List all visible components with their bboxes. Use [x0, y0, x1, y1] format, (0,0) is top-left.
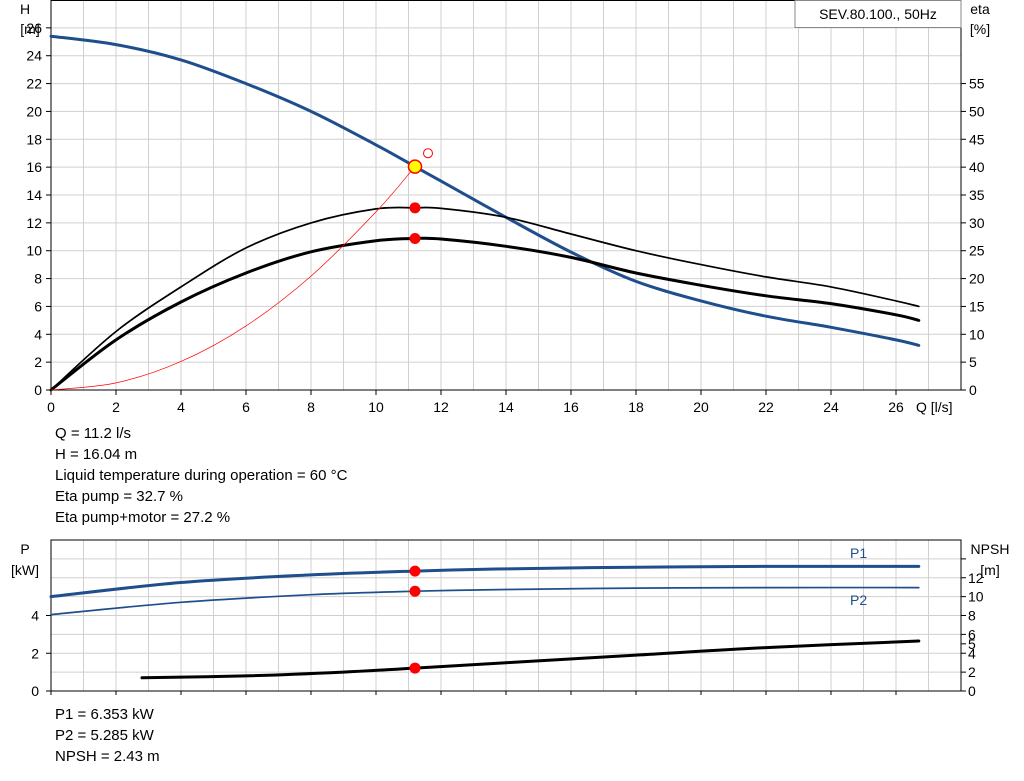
power-info: P1 = 6.353 kW P2 = 5.285 kW NPSH = 2.43 … — [55, 704, 160, 767]
p2-curve — [50, 586, 920, 616]
y-left-tick-label: 10 — [26, 243, 42, 259]
p-tick-label: 2 — [31, 645, 39, 661]
x-tick-label: 22 — [758, 399, 774, 415]
y-left-tick-label: 18 — [26, 131, 42, 147]
npsh-tick-label: 2 — [968, 664, 976, 680]
info-eta-pump: Eta pump = 32.7 % — [55, 488, 183, 505]
npsh-tick-label: 12 — [968, 570, 984, 586]
y-left-tick-label: 8 — [34, 271, 42, 287]
y-right-tick-label: 20 — [969, 271, 985, 287]
y-left-tick-label: 12 — [26, 215, 42, 231]
x-tick-label: 12 — [433, 399, 449, 415]
x-tick-label: 6 — [242, 399, 250, 415]
p-tick-label: 0 — [31, 683, 39, 699]
y-right-tick-label: 35 — [969, 187, 985, 203]
info-q: Q = 11.2 l/s — [55, 425, 132, 442]
npsh-tick-label: 4 — [968, 645, 976, 661]
npsh-tick-label: 6 — [968, 626, 976, 642]
p-axis-unit: [kW] — [11, 562, 39, 578]
y-left-tick-label: 26 — [26, 20, 42, 36]
p2-operating-marker — [409, 585, 421, 597]
p2-series-label: P2 — [850, 592, 867, 608]
y-left-axis-label: H — [20, 1, 30, 17]
eta-total-operating-marker — [409, 232, 421, 244]
y-right-tick-label: 50 — [969, 103, 985, 119]
legend-box-label: SEV.80.100., 50Hz — [819, 6, 937, 22]
x-tick-label: 18 — [628, 399, 644, 415]
y-right-tick-label: 5 — [969, 354, 977, 370]
x-tick-label: 10 — [368, 399, 384, 415]
x-tick-label: 24 — [823, 399, 839, 415]
x-tick-label: 26 — [888, 399, 904, 415]
npsh-axis-label: NPSH — [971, 541, 1010, 557]
npsh-curve — [140, 639, 921, 680]
npsh-operating-marker — [409, 662, 421, 674]
y-left-tick-label: 24 — [26, 48, 42, 64]
eta-pump-curve — [50, 206, 920, 391]
y-right-tick-label: 40 — [969, 159, 985, 175]
x-tick-label: 4 — [177, 399, 185, 415]
y-left-tick-label: 20 — [26, 103, 42, 119]
x-tick-label: 8 — [307, 399, 315, 415]
info-p1: P1 = 6.353 kW — [55, 706, 154, 723]
x-tick-label: 16 — [563, 399, 579, 415]
head-operating-marker — [407, 159, 423, 174]
requested-duty-point — [423, 148, 433, 159]
info-h: H = 16.04 m — [55, 446, 138, 463]
x-tick-label: 14 — [498, 399, 514, 415]
head-curve — [49, 34, 921, 347]
y-left-tick-label: 22 — [26, 76, 42, 92]
p1-operating-marker — [409, 565, 421, 577]
system-curve — [50, 166, 416, 391]
y-left-tick-label: 0 — [34, 382, 42, 398]
p-tick-label: 4 — [31, 608, 39, 624]
y-left-tick-label: 2 — [34, 354, 42, 370]
legend-box — [794, 0, 962, 28]
info-p2: P2 = 5.285 kW — [55, 727, 154, 744]
y-right-tick-label: 25 — [969, 243, 985, 259]
eta-pump-motor-curve — [49, 236, 921, 392]
y-left-tick-label: 16 — [26, 159, 42, 175]
operating-point-info: Q = 11.2 l/s H = 16.04 m Liquid temperat… — [55, 423, 347, 528]
y-right-tick-label: 10 — [969, 326, 985, 342]
npsh-tick-label: 8 — [968, 608, 976, 624]
y-right-tick-label: 30 — [969, 215, 985, 231]
eta-pump-operating-marker — [409, 202, 421, 214]
y-left-tick-label: 14 — [26, 187, 42, 203]
info-npsh: NPSH = 2.43 m — [55, 748, 160, 765]
p1-series-label: P1 — [850, 545, 867, 561]
y-right-tick-label: 45 — [969, 131, 985, 147]
y-right-tick-label: 0 — [969, 382, 977, 398]
npsh-tick-label: 0 — [968, 683, 976, 699]
y-left-tick-label: 6 — [34, 298, 42, 314]
y-left-tick-label: 4 — [34, 326, 42, 342]
y-right-tick-label: 55 — [969, 76, 985, 92]
y-right-tick-label: 15 — [969, 298, 985, 314]
x-axis-label: Q [l/s] — [916, 399, 953, 415]
info-liquid-temperature: Liquid temperature during operation = 60… — [55, 467, 348, 484]
npsh-tick-label: 5 — [968, 636, 976, 652]
y-right-axis-label: eta — [970, 1, 990, 17]
npsh-axis-unit: [m] — [980, 562, 999, 578]
x-tick-label: 2 — [112, 399, 120, 415]
p-axis-label: P — [20, 541, 29, 557]
p1-curve — [49, 564, 921, 599]
npsh-tick-label: 10 — [968, 589, 984, 605]
info-eta-pump-motor: Eta pump+motor = 27.2 % — [55, 509, 231, 526]
x-tick-label: 0 — [47, 399, 55, 415]
y-left-axis-unit: [m] — [20, 21, 39, 37]
y-right-axis-unit: [%] — [970, 21, 990, 37]
x-tick-label: 20 — [693, 399, 709, 415]
